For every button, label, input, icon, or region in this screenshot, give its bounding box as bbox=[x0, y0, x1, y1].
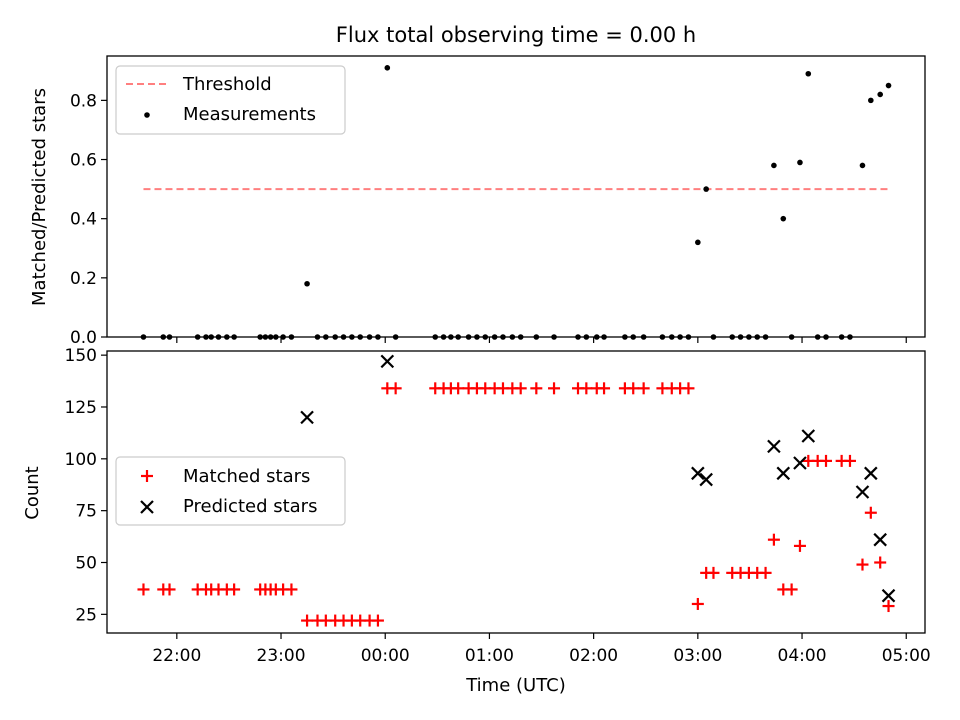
matched-star-point bbox=[759, 566, 772, 579]
measurement-point bbox=[780, 215, 787, 222]
count-y-tick-label: 50 bbox=[75, 554, 97, 574]
predicted-star-point bbox=[881, 588, 896, 603]
count-panel: 25 50 75 100 125 150 22:00 23:00 00:00 01:00 02:0… bbox=[22, 346, 931, 696]
matched-star-point bbox=[785, 583, 798, 596]
count-y-tick-label: 150 bbox=[65, 346, 97, 366]
ratio-legend: Threshold Measurements bbox=[115, 65, 346, 135]
predicted-star-point bbox=[864, 466, 878, 481]
matched-star-point bbox=[627, 382, 640, 395]
predicted-star-point bbox=[691, 466, 705, 481]
matched-star-point bbox=[452, 382, 465, 395]
legend-matched-swatch bbox=[141, 470, 153, 482]
matched-star-point bbox=[580, 382, 593, 395]
x-tick-label: 05:00 bbox=[882, 646, 931, 666]
ratio-panel-frame bbox=[106, 55, 926, 338]
matched-star-point bbox=[389, 382, 402, 395]
predicted-star-point bbox=[767, 439, 781, 454]
predicted-star-point bbox=[873, 532, 887, 547]
count-legend: Matched stars Predicted stars bbox=[115, 456, 346, 526]
count-y-tick-label: 100 bbox=[65, 450, 97, 470]
predicted-star-point bbox=[300, 410, 314, 425]
count-y-tick-label: 25 bbox=[75, 605, 97, 625]
ratio-y-tick-label: 0.6 bbox=[70, 151, 97, 171]
matched-star-point bbox=[514, 382, 527, 395]
ratio-panel: 0.00.20.40.60.8 Matched/Predicted stars … bbox=[29, 55, 926, 348]
count-panel-frame bbox=[106, 350, 926, 634]
measurement-point bbox=[797, 159, 803, 166]
matched-star-point bbox=[285, 583, 298, 596]
measurement-point bbox=[703, 186, 709, 192]
legend-measurements-swatch bbox=[144, 112, 150, 118]
x-tick-label: 01:00 bbox=[465, 646, 514, 666]
matched-star-point bbox=[843, 454, 856, 467]
count-y-tick-label: 125 bbox=[65, 398, 97, 418]
matched-star-point bbox=[767, 533, 780, 546]
matched-star-point bbox=[874, 556, 887, 569]
legend-matched-label: Matched stars bbox=[183, 466, 310, 487]
matched-star-point bbox=[820, 454, 833, 467]
legend-predicted-swatch bbox=[140, 500, 154, 514]
measurement-point bbox=[859, 162, 866, 169]
matched-star-point bbox=[301, 614, 314, 627]
measurement-point bbox=[868, 97, 874, 104]
measurement-point bbox=[771, 162, 777, 169]
matched-star-point bbox=[530, 382, 543, 395]
matched-star-point bbox=[882, 600, 895, 613]
measurement-point bbox=[304, 280, 310, 287]
count-plot-marks bbox=[137, 354, 896, 627]
matched-star-point bbox=[548, 382, 561, 395]
ratio-x-ticks bbox=[176, 337, 907, 343]
predicted-star-point bbox=[776, 466, 791, 481]
predicted-star-point bbox=[699, 472, 713, 487]
matched-star-point bbox=[793, 539, 806, 552]
x-tick-label: 02:00 bbox=[569, 646, 618, 666]
ratio-y-ticks: 0.0 0.2 0.4 0.6 0.8 bbox=[70, 91, 107, 348]
count-y-tick-label: 75 bbox=[75, 502, 97, 522]
ratio-y-tick-label: 0.4 bbox=[70, 210, 97, 230]
matched-star-point bbox=[371, 614, 384, 627]
measurement-point bbox=[885, 82, 892, 89]
x-axis-label: Time (UTC) bbox=[465, 675, 566, 696]
count-x-ticks: 22:00 23:00 00:00 01:00 02:00 03:00 04:00 05:00 bbox=[152, 633, 931, 666]
predicted-star-point bbox=[793, 456, 807, 470]
matched-star-point bbox=[637, 382, 650, 395]
matched-star-point bbox=[682, 382, 695, 395]
x-tick-label: 00:00 bbox=[361, 646, 410, 666]
count-y-axis-label: Count bbox=[22, 466, 43, 519]
count-y-ticks: 25 50 75 100 125 150 bbox=[65, 346, 107, 625]
ratio-y-tick-label: 0.2 bbox=[70, 269, 97, 289]
x-tick-label: 03:00 bbox=[673, 646, 722, 666]
matched-star-point bbox=[137, 583, 150, 596]
matched-star-point bbox=[598, 382, 611, 395]
matched-star-point bbox=[707, 566, 720, 579]
x-tick-label: 22:00 bbox=[152, 646, 201, 666]
matched-star-point bbox=[228, 583, 241, 596]
measurement-point bbox=[384, 65, 391, 71]
predicted-star-point bbox=[855, 485, 870, 499]
matched-star-point bbox=[691, 597, 704, 610]
measurement-point bbox=[805, 70, 812, 77]
ratio-y-tick-label: 0.0 bbox=[70, 328, 97, 348]
x-tick-label: 23:00 bbox=[257, 646, 306, 666]
legend-predicted-label: Predicted stars bbox=[183, 496, 317, 517]
measurement-point bbox=[877, 91, 883, 98]
figure-title: Flux total observing time = 0.00 h bbox=[336, 23, 696, 47]
matched-star-point bbox=[163, 583, 176, 596]
measurement-point bbox=[695, 239, 701, 246]
matched-star-point bbox=[864, 506, 877, 519]
predicted-star-point bbox=[380, 354, 395, 369]
ratio-y-axis-label: Matched/Predicted stars bbox=[29, 88, 50, 306]
matched-star-point bbox=[856, 558, 869, 571]
x-tick-label: 04:00 bbox=[778, 646, 827, 666]
legend-measurements-label: Measurements bbox=[183, 104, 316, 125]
legend-threshold-label: Threshold bbox=[182, 74, 272, 95]
ratio-y-tick-label: 0.8 bbox=[70, 91, 97, 111]
predicted-star-point bbox=[801, 429, 816, 443]
